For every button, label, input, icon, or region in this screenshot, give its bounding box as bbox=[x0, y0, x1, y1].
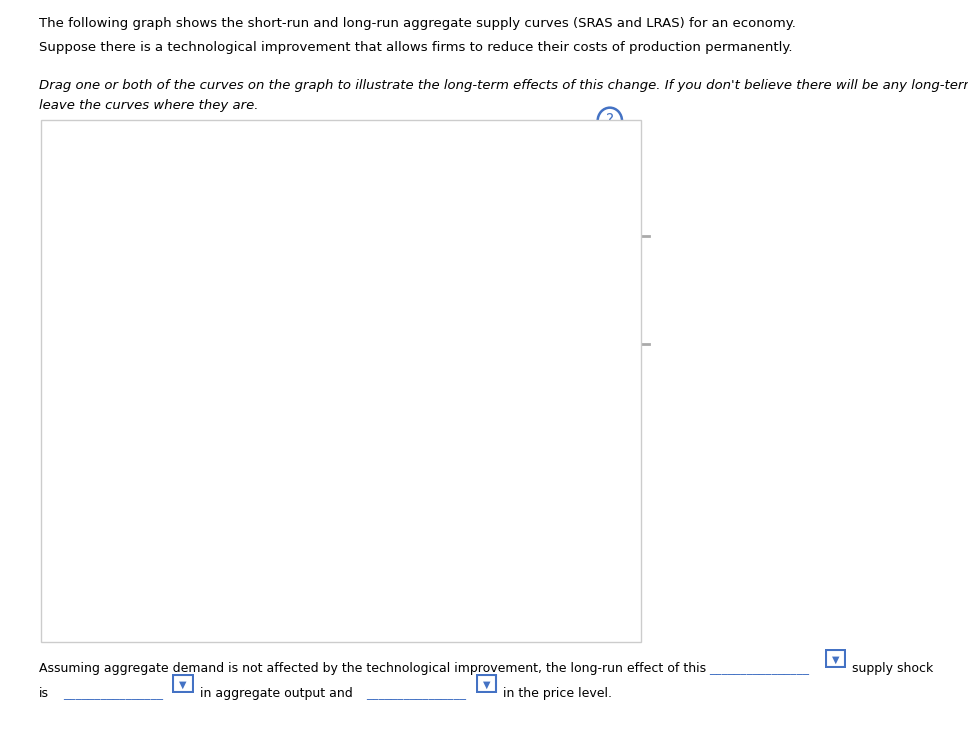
Text: Assuming aggregate demand is not affected by the technological improvement, the : Assuming aggregate demand is not affecte… bbox=[39, 662, 706, 675]
Text: LRAS: LRAS bbox=[332, 167, 362, 180]
Text: SRAS: SRAS bbox=[462, 213, 492, 225]
X-axis label: REAL GDP (Trillions of dollars): REAL GDP (Trillions of dollars) bbox=[233, 631, 420, 644]
Text: ________________: ________________ bbox=[63, 687, 163, 700]
Text: ________________: ________________ bbox=[366, 687, 466, 700]
Text: The following graph shows the short-run and long-run aggregate supply curves (SR: The following graph shows the short-run … bbox=[39, 17, 796, 29]
Text: ▼: ▼ bbox=[483, 680, 491, 689]
FancyBboxPatch shape bbox=[826, 650, 845, 668]
Text: LRAS: LRAS bbox=[594, 372, 625, 386]
Text: is: is bbox=[39, 687, 48, 700]
Text: supply shock: supply shock bbox=[852, 662, 933, 675]
Text: ________________: ________________ bbox=[710, 662, 809, 675]
Text: in the price level.: in the price level. bbox=[503, 687, 613, 700]
Text: in aggregate output and: in aggregate output and bbox=[200, 687, 353, 700]
Text: ▼: ▼ bbox=[832, 655, 839, 665]
FancyBboxPatch shape bbox=[477, 674, 497, 692]
Text: Suppose there is a technological improvement that allows firms to reduce their c: Suppose there is a technological improve… bbox=[39, 41, 792, 54]
FancyBboxPatch shape bbox=[173, 674, 193, 692]
Text: leave the curves where they are.: leave the curves where they are. bbox=[39, 99, 258, 112]
Text: ▼: ▼ bbox=[179, 680, 187, 689]
Text: SRAS: SRAS bbox=[593, 264, 626, 278]
Text: Drag one or both of the curves on the graph to illustrate the long-term effects : Drag one or both of the curves on the gr… bbox=[39, 79, 968, 92]
Text: ?: ? bbox=[606, 113, 614, 128]
Y-axis label: PRICE LEVEL: PRICE LEVEL bbox=[59, 342, 72, 421]
